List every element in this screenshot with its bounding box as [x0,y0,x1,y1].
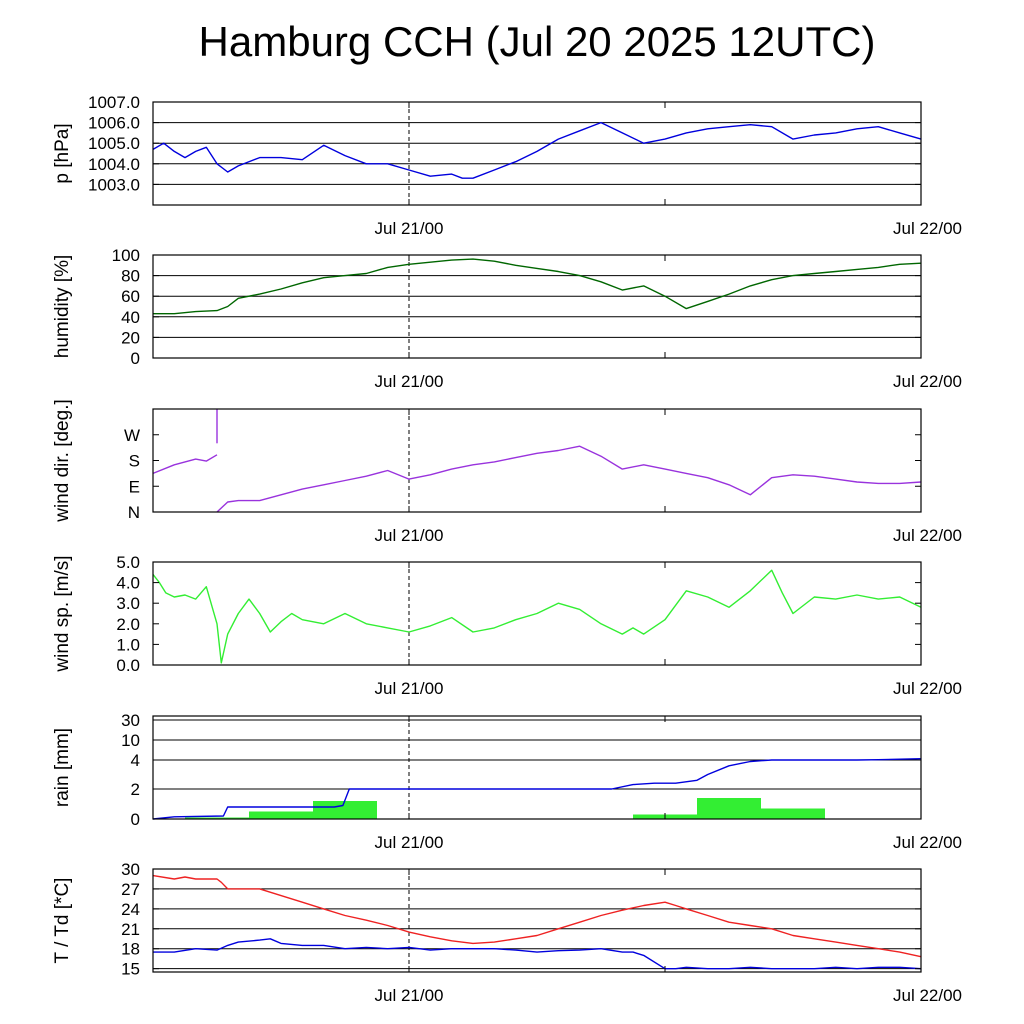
rain-bar [697,798,761,819]
wind_speed-ytick-label: 0.0 [116,656,140,675]
pressure-xtick-label: Jul 21/00 [375,219,444,238]
pressure-ytick-label: 1004.0 [88,155,140,174]
rain-bar [185,817,249,819]
humidity-xtick-label: Jul 21/00 [375,372,444,391]
rain-frame [152,715,922,820]
rain-ytick-label: 0 [131,810,140,829]
temperature-series-line [152,874,922,958]
temperature-xtick-label: Jul 22/00 [893,986,962,1005]
temperature-ytick-label: 27 [121,880,140,899]
temperature-frame [152,868,922,973]
humidity-ytick-label: 60 [121,287,140,306]
temperature-ylabel: T / Td [*C] [52,878,73,964]
wind_speed-frame [152,561,922,666]
pressure-frame [152,101,922,206]
chart-title: Hamburg CCH (Jul 20 2025 12UTC) [198,18,876,65]
wind_direction-xtick-label: Jul 21/00 [375,526,444,545]
rain-ylabel: rain [mm] [52,728,73,807]
wind_direction-xtick-label: Jul 22/00 [893,526,962,545]
temperature-xtick-label: Jul 21/00 [375,986,444,1005]
wind_speed-ytick-label: 2.0 [116,615,140,634]
humidity-ylabel: humidity [%] [52,255,73,358]
humidity-frame [152,254,922,359]
temperature-ytick-label: 30 [121,860,140,879]
rain-bar [249,811,313,819]
pressure-xtick-label: Jul 22/00 [893,219,962,238]
pressure-ytick-label: 1003.0 [88,175,140,194]
temperature-ytick-label: 21 [121,920,140,939]
wind_direction-series-line [152,454,218,475]
humidity-series-line [153,258,922,315]
wind_speed-ytick-label: 3.0 [116,594,140,613]
rain-bar [313,801,377,819]
humidity-ytick-label: 20 [121,328,140,347]
rain-xtick-label: Jul 22/00 [893,833,962,852]
wind_direction-ytick-label: S [129,452,140,471]
humidity-ytick-label: 100 [112,246,140,265]
pressure-ytick-label: 1006.0 [88,114,140,133]
rain-ytick-label: 4 [131,751,140,770]
wind_speed-ytick-label: 4.0 [116,574,140,593]
pressure-ylabel: p [hPa] [52,123,73,183]
wind_direction-frame [152,408,922,513]
wind_direction-ytick-label: W [124,426,140,445]
temperature-ytick-label: 18 [121,940,140,959]
wind_direction-ytick-label: E [129,477,140,496]
wind_direction-series-line [216,445,922,513]
rain-series-line [152,758,922,820]
rain-ytick-label: 30 [121,711,140,730]
wind_direction-ytick-label: N [128,503,140,522]
pressure-series-line [152,121,922,179]
temperature-series-line [153,938,922,970]
wind_speed-ytick-label: 5.0 [116,553,140,572]
pressure-ytick-label: 1007.0 [88,93,140,112]
humidity-ytick-label: 40 [121,308,140,327]
humidity-xtick-label: Jul 22/00 [893,372,962,391]
wind_speed-xtick-label: Jul 22/00 [893,679,962,698]
wind_speed-xtick-label: Jul 21/00 [375,679,444,698]
rain-bar [761,808,825,819]
pressure-ytick-label: 1005.0 [88,134,140,153]
wind_speed-series-line [152,569,922,664]
wind_direction-ylabel: wind dir. [deg.] [52,399,73,523]
wind_speed-ytick-label: 1.0 [116,635,140,654]
rain-ytick-label: 2 [131,780,140,799]
rain-xtick-label: Jul 21/00 [375,833,444,852]
humidity-ytick-label: 0 [131,349,140,368]
rain-ytick-label: 10 [121,731,140,750]
humidity-ytick-label: 80 [121,267,140,286]
temperature-ytick-label: 24 [121,900,140,919]
wind_speed-ylabel: wind sp. [m/s] [52,555,73,672]
temperature-ytick-label: 15 [121,960,140,979]
